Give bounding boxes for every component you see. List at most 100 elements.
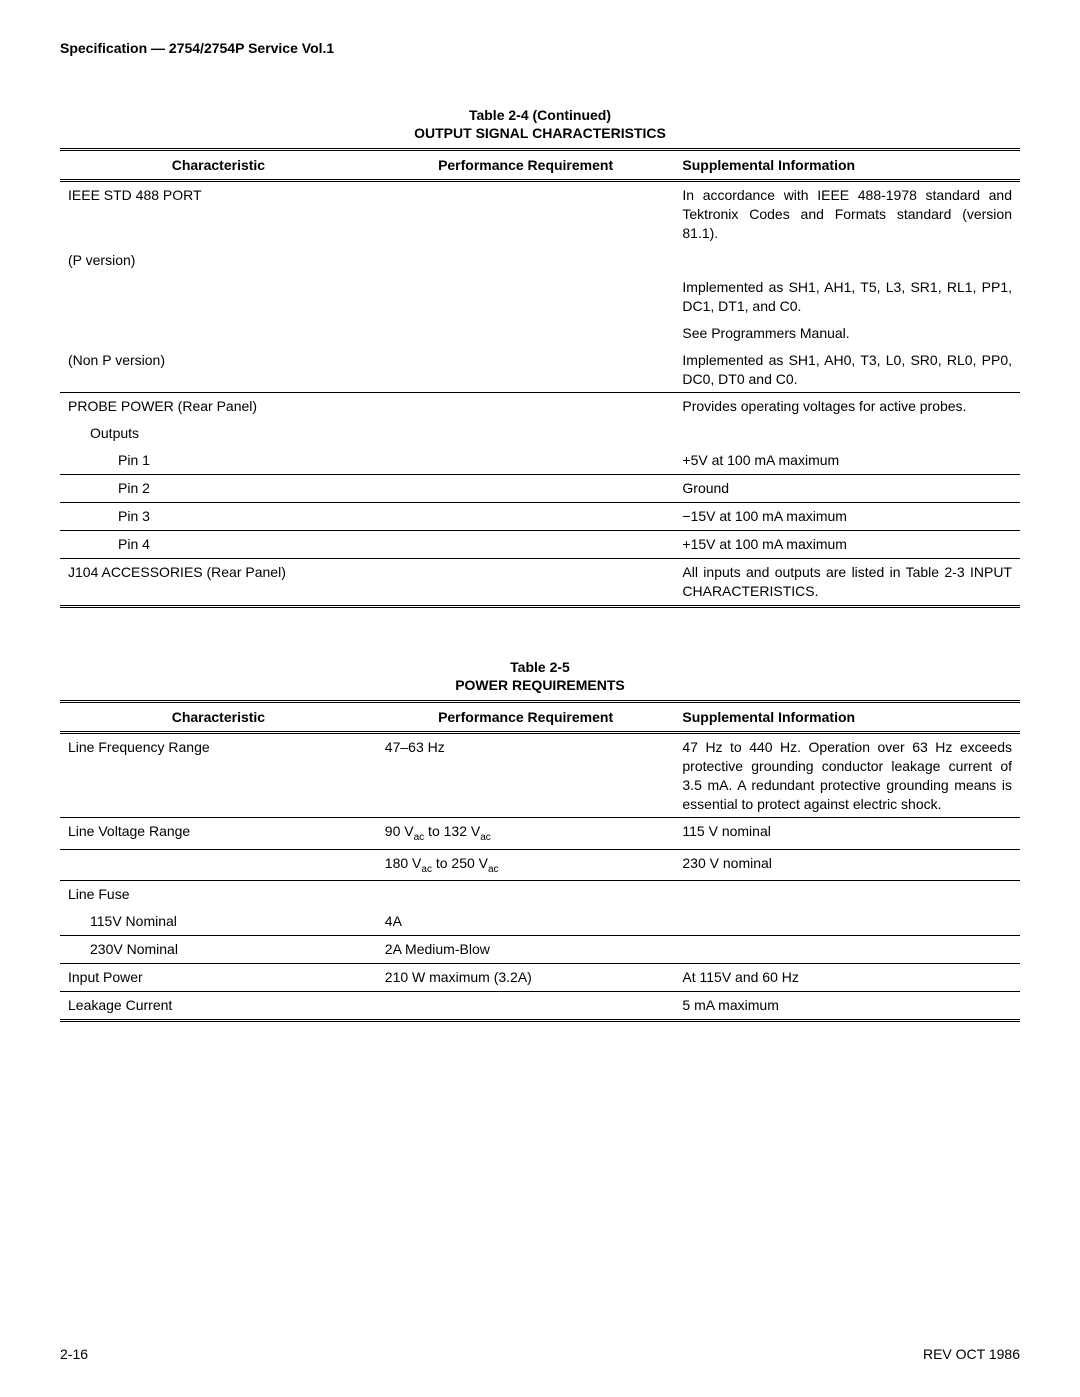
table1-row: Implemented as SH1, AH1, T5, L3, SR1, RL… [60,274,1020,320]
table1-row: (Non P version) Implemented as SH1, AH0, … [60,347,1020,393]
cell-characteristic: Leakage Current [60,991,377,1020]
page-number: 2-16 [60,1346,88,1362]
table1-header-supplemental: Supplemental Information [674,150,1020,181]
cell-requirement [377,274,675,320]
cell-characteristic: Pin 3 [60,502,377,530]
cell-characteristic [60,320,377,347]
document-header: Specification — 2754/2754P Service Vol.1 [60,40,1020,56]
cell-supplemental [674,908,1020,935]
table2-header-requirement: Performance Requirement [377,701,675,732]
cell-supplemental: All inputs and outputs are listed in Tab… [674,558,1020,606]
cell-requirement [377,247,675,274]
cell-requirement [377,475,675,503]
cell-requirement: 47–63 Hz [377,732,675,818]
table1-caption: Table 2-4 (Continued) OUTPUT SIGNAL CHAR… [60,106,1020,142]
cell-characteristic: IEEE STD 488 PORT [60,181,377,247]
table2-row: Input Power210 W maximum (3.2A)At 115V a… [60,963,1020,991]
cell-requirement [377,991,675,1020]
cell-characteristic: Line Voltage Range [60,818,377,849]
table2-row: Line Fuse [60,881,1020,908]
table1-row: See Programmers Manual. [60,320,1020,347]
cell-requirement [377,181,675,247]
cell-characteristic: Input Power [60,963,377,991]
power-requirements-table: Characteristic Performance Requirement S… [60,700,1020,1022]
cell-requirement [377,420,675,447]
cell-characteristic: Line Fuse [60,881,377,908]
cell-characteristic: (P version) [60,247,377,274]
table2-row: Leakage Current 5 mA maximum [60,991,1020,1020]
cell-requirement [377,502,675,530]
cell-requirement: 210 W maximum (3.2A) [377,963,675,991]
cell-characteristic: Pin 4 [60,530,377,558]
cell-characteristic: PROBE POWER (Rear Panel) [60,393,377,420]
cell-supplemental [674,881,1020,908]
cell-characteristic: Pin 1 [60,447,377,474]
cell-supplemental: +5V at 100 mA maximum [674,447,1020,474]
table1-header-row: Characteristic Performance Requirement S… [60,150,1020,181]
output-signal-table: Characteristic Performance Requirement S… [60,148,1020,607]
cell-supplemental: Implemented as SH1, AH0, T3, L0, SR0, RL… [674,347,1020,393]
cell-supplemental: Provides operating voltages for active p… [674,393,1020,420]
cell-supplemental [674,247,1020,274]
table1-row: Pin 2 Ground [60,475,1020,503]
cell-supplemental: Ground [674,475,1020,503]
table2-header-row: Characteristic Performance Requirement S… [60,701,1020,732]
table1-row: Pin 1 +5V at 100 mA maximum [60,447,1020,474]
table1-row: Pin 4 +15V at 100 mA maximum [60,530,1020,558]
table1-row: IEEE STD 488 PORT In accordance with IEEE… [60,181,1020,247]
cell-characteristic: Pin 2 [60,475,377,503]
cell-characteristic: 230V Nominal [60,935,377,963]
cell-requirement [377,320,675,347]
table1-caption-line2: OUTPUT SIGNAL CHARACTERISTICS [414,125,666,141]
cell-supplemental [674,935,1020,963]
cell-characteristic [60,849,377,880]
table2-row: Line Voltage Range90 Vac to 132 Vac115 V… [60,818,1020,849]
table2-row: 180 Vac to 250 Vac230 V nominal [60,849,1020,880]
cell-characteristic: Outputs [60,420,377,447]
table1-row: PROBE POWER (Rear Panel) Provides operati… [60,393,1020,420]
cell-requirement [377,393,675,420]
cell-characteristic: J104 ACCESSORIES (Rear Panel) [60,558,377,606]
page-footer: 2-16 REV OCT 1986 [60,1346,1020,1362]
table1-header-requirement: Performance Requirement [377,150,675,181]
cell-requirement: 2A Medium-Blow [377,935,675,963]
table2-row: 230V Nominal2A Medium-Blow [60,935,1020,963]
table1-row: (P version) [60,247,1020,274]
cell-supplemental: Implemented as SH1, AH1, T5, L3, SR1, RL… [674,274,1020,320]
cell-supplemental: −15V at 100 mA maximum [674,502,1020,530]
cell-supplemental: +15V at 100 mA maximum [674,530,1020,558]
cell-requirement [377,881,675,908]
cell-supplemental: 5 mA maximum [674,991,1020,1020]
cell-supplemental: 47 Hz to 440 Hz. Operation over 63 Hz ex… [674,732,1020,818]
cell-supplemental: In accordance with IEEE 488-1978 standar… [674,181,1020,247]
cell-requirement [377,347,675,393]
cell-supplemental: 115 V nominal [674,818,1020,849]
table2-header-supplemental: Supplemental Information [674,701,1020,732]
cell-supplemental: At 115V and 60 Hz [674,963,1020,991]
cell-requirement [377,447,675,474]
table2-caption: Table 2-5 POWER REQUIREMENTS [60,658,1020,694]
table2-row: 115V Nominal4A [60,908,1020,935]
table1-row: Pin 3 −15V at 100 mA maximum [60,502,1020,530]
table2-row: Line Frequency Range47–63 Hz47 Hz to 440… [60,732,1020,818]
revision-date: REV OCT 1986 [923,1346,1020,1362]
cell-supplemental [674,420,1020,447]
cell-supplemental: 230 V nominal [674,849,1020,880]
cell-requirement: 180 Vac to 250 Vac [377,849,675,880]
cell-requirement [377,530,675,558]
cell-requirement [377,558,675,606]
table2-caption-line1: Table 2-5 [510,659,570,675]
table1-header-characteristic: Characteristic [60,150,377,181]
cell-characteristic: Line Frequency Range [60,732,377,818]
table1-row: J104 ACCESSORIES (Rear Panel) All inputs … [60,558,1020,606]
cell-characteristic: (Non P version) [60,347,377,393]
cell-characteristic: 115V Nominal [60,908,377,935]
table1-row: Outputs [60,420,1020,447]
table1-caption-line1: Table 2-4 (Continued) [469,107,611,123]
table2-caption-line2: POWER REQUIREMENTS [455,677,625,693]
cell-characteristic [60,274,377,320]
cell-requirement: 90 Vac to 132 Vac [377,818,675,849]
cell-requirement: 4A [377,908,675,935]
cell-supplemental: See Programmers Manual. [674,320,1020,347]
table2-header-characteristic: Characteristic [60,701,377,732]
